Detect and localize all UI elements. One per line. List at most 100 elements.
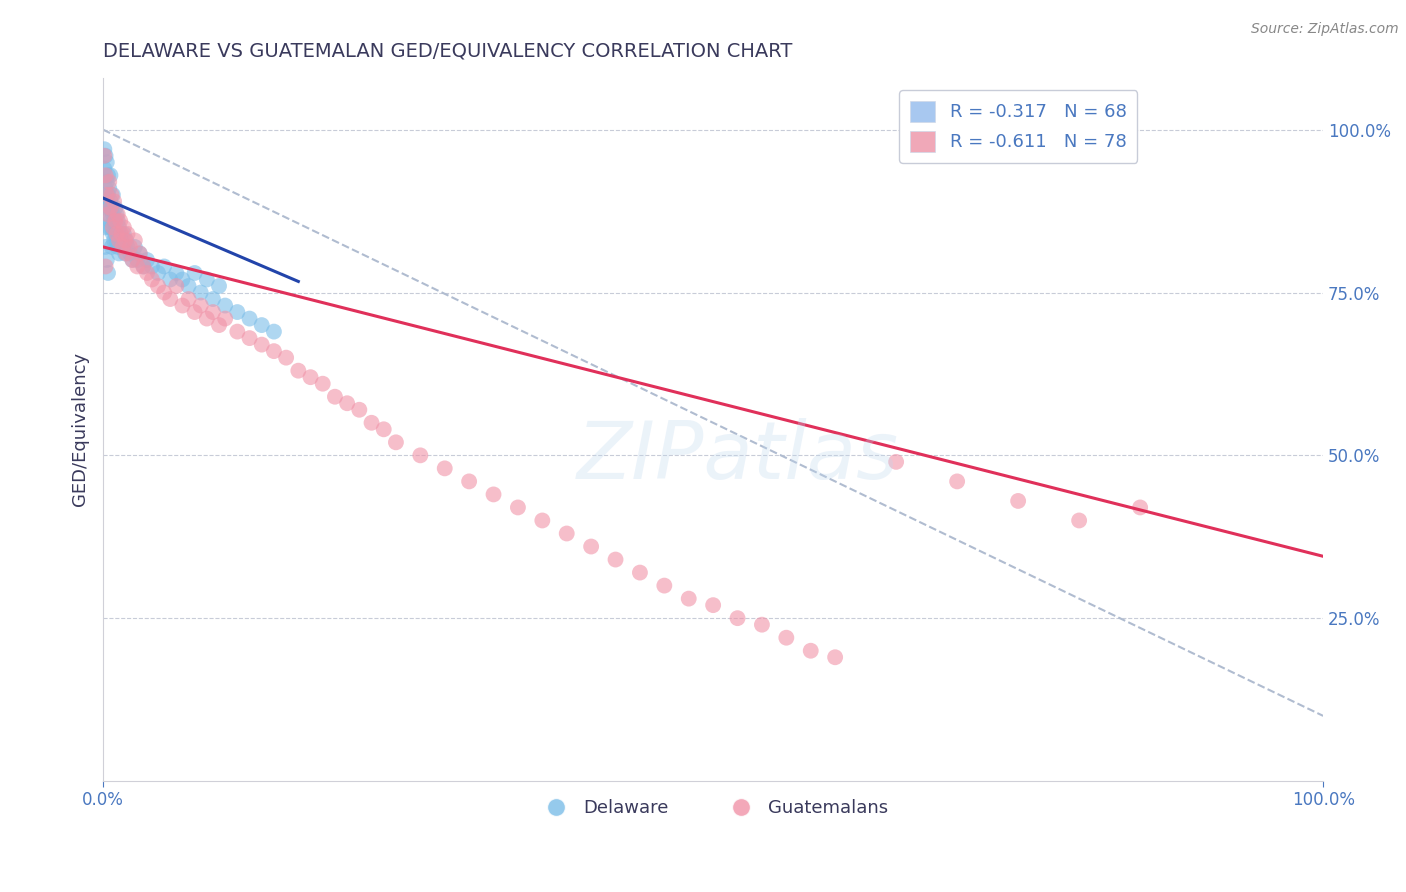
Point (190, 299, 212, 313)
Point (103, 214, 125, 228)
Point (100, 187, 122, 202)
Point (628, 566, 651, 580)
Point (172, 299, 194, 313)
Point (183, 305, 205, 319)
Point (800, 644, 823, 658)
Point (100, 201, 122, 215)
Point (287, 364, 309, 378)
Point (96, 155, 118, 169)
Point (124, 240, 146, 254)
Legend: Delaware, Guatemalans: Delaware, Guatemalans (531, 792, 896, 825)
Point (238, 331, 260, 345)
Point (107, 207, 129, 221)
Point (117, 240, 139, 254)
Point (946, 475, 969, 489)
Point (146, 279, 169, 293)
Point (482, 487, 505, 501)
Point (824, 650, 846, 665)
Point (121, 252, 143, 267)
Point (97, 207, 120, 221)
Point (101, 220, 124, 235)
Point (108, 234, 131, 248)
Point (97, 187, 120, 202)
Point (727, 611, 749, 625)
Point (110, 227, 132, 241)
Point (98, 220, 121, 235)
Point (100, 240, 122, 254)
Point (117, 227, 139, 241)
Point (579, 540, 602, 554)
Point (652, 579, 675, 593)
Point (100, 194, 122, 209)
Point (132, 260, 155, 274)
Point (101, 187, 124, 202)
Point (103, 234, 125, 248)
Point (250, 337, 273, 351)
Point (127, 252, 149, 267)
Point (94, 240, 117, 254)
Point (177, 279, 200, 293)
Point (93, 220, 115, 235)
Point (107, 240, 129, 254)
Point (336, 396, 359, 410)
Point (136, 266, 159, 280)
Point (678, 591, 700, 606)
Point (183, 266, 205, 280)
Point (1007, 494, 1029, 508)
Point (108, 214, 131, 228)
Point (124, 234, 146, 248)
Point (100, 220, 122, 235)
Point (118, 246, 141, 260)
Point (201, 292, 224, 306)
Point (112, 220, 135, 235)
Point (349, 402, 371, 417)
Point (214, 311, 236, 326)
Point (108, 246, 131, 260)
Point (433, 461, 456, 475)
Point (128, 246, 150, 260)
Point (250, 318, 273, 332)
Point (159, 292, 181, 306)
Point (111, 240, 134, 254)
Point (226, 325, 249, 339)
Point (100, 214, 122, 228)
Point (103, 194, 125, 209)
Point (177, 292, 200, 306)
Point (93, 149, 115, 163)
Point (94, 260, 117, 274)
Point (104, 214, 127, 228)
Point (238, 311, 260, 326)
Point (201, 305, 224, 319)
Point (190, 285, 212, 300)
Point (104, 201, 127, 215)
Text: ZIPatlas: ZIPatlas (576, 418, 898, 497)
Point (555, 526, 578, 541)
Point (506, 500, 529, 515)
Point (195, 272, 218, 286)
Point (111, 240, 134, 254)
Point (208, 279, 231, 293)
Point (112, 227, 135, 241)
Point (153, 260, 176, 274)
Point (360, 416, 382, 430)
Point (94, 201, 117, 215)
Point (1069, 513, 1091, 527)
Point (373, 422, 395, 436)
Point (159, 272, 181, 286)
Y-axis label: GED/Equivalency: GED/Equivalency (72, 352, 89, 507)
Point (385, 435, 408, 450)
Point (127, 260, 149, 274)
Point (100, 201, 122, 215)
Point (114, 234, 136, 248)
Point (1129, 500, 1152, 515)
Point (94, 181, 117, 195)
Point (702, 598, 724, 612)
Point (458, 475, 481, 489)
Point (118, 240, 141, 254)
Point (409, 448, 432, 462)
Point (775, 631, 797, 645)
Point (94, 149, 117, 163)
Point (108, 220, 131, 235)
Point (101, 207, 124, 221)
Point (136, 252, 159, 267)
